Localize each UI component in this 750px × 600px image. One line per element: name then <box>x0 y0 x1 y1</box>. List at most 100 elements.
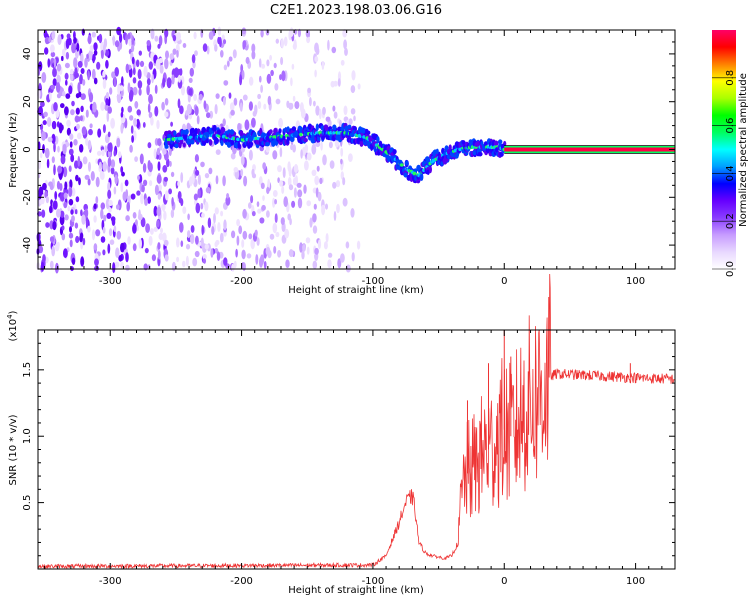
spectral-cell <box>45 222 50 228</box>
x-tick-label: -200 <box>230 276 253 287</box>
spectral-cell <box>315 141 321 147</box>
spectral-cell <box>262 162 267 170</box>
spectral-cell <box>189 67 194 77</box>
spectral-cell <box>90 171 95 181</box>
spectral-cell <box>284 228 290 239</box>
ridge-cell <box>361 127 366 134</box>
spectral-cell <box>291 200 296 208</box>
spectral-cell <box>180 172 184 183</box>
spectral-cell <box>49 205 53 214</box>
spectral-cell <box>215 93 220 99</box>
spectral-cell <box>54 191 58 200</box>
spectral-cell <box>148 162 153 173</box>
spectral-cell <box>244 119 250 131</box>
spectral-cell <box>128 91 134 102</box>
spectral-cell <box>92 101 97 113</box>
y-tick-label: -20 <box>22 189 33 205</box>
spectral-cell <box>241 249 246 260</box>
spectral-cell <box>105 198 110 210</box>
spectral-cell <box>158 184 162 192</box>
spectral-cell <box>127 105 133 113</box>
spectral-cell <box>251 50 256 60</box>
spectral-cell <box>255 254 259 265</box>
spectral-cell <box>164 254 169 262</box>
spectral-cell <box>170 171 175 178</box>
spectral-cell <box>60 103 65 109</box>
spectral-cell <box>75 93 80 99</box>
spectral-cell <box>229 102 235 111</box>
spectral-cell <box>47 58 51 68</box>
spectral-cell <box>56 208 61 218</box>
spectral-cell <box>185 255 189 267</box>
spectral-cell <box>77 82 81 93</box>
spectral-cell <box>142 122 146 128</box>
spectral-cell <box>69 141 73 148</box>
spectral-cell <box>331 46 337 54</box>
spectral-cell <box>147 103 151 114</box>
y-tick-label: 1.5 <box>22 362 33 378</box>
spectral-cell <box>170 121 174 127</box>
spectral-cell <box>51 31 56 40</box>
spectral-cell <box>87 225 91 233</box>
ridge-peak <box>179 136 183 141</box>
spectral-cell <box>60 210 65 218</box>
spectral-cell <box>75 235 80 244</box>
spectral-cell <box>47 136 53 143</box>
spectral-cell <box>327 39 330 51</box>
spectral-cell <box>49 260 54 269</box>
ridge-cell <box>307 123 313 130</box>
spectral-cell <box>185 110 189 116</box>
spectral-cell <box>71 100 75 107</box>
spectral-cell <box>87 34 92 45</box>
spectral-cell <box>297 28 301 38</box>
spectral-cell <box>250 238 255 250</box>
spectral-cell <box>50 44 55 53</box>
spectral-cell <box>170 209 175 219</box>
spectral-cell <box>153 227 158 232</box>
spectral-cell <box>59 124 64 131</box>
spectral-cell <box>301 250 305 260</box>
spectral-cell <box>208 167 213 175</box>
spectral-cell <box>36 232 41 243</box>
spectral-cell <box>88 161 91 172</box>
spectral-cell <box>89 123 93 129</box>
spectral-cell <box>337 78 341 87</box>
spectral-cell <box>297 189 303 198</box>
ridge-cell <box>167 133 172 139</box>
spectral-cell <box>76 123 80 130</box>
spectral-cell <box>250 195 254 204</box>
spectral-cell <box>342 29 348 38</box>
spectral-cell <box>309 217 313 228</box>
spectral-cell <box>139 60 145 67</box>
spectral-cell <box>274 199 277 205</box>
spectral-cell <box>325 116 331 122</box>
spectral-cell <box>233 97 238 106</box>
spectral-cell <box>323 241 328 250</box>
ridge-cell <box>435 148 439 155</box>
spectral-cell <box>162 165 168 173</box>
spectral-cell <box>105 59 109 69</box>
spectral-cell <box>334 139 340 148</box>
spectral-cell <box>243 175 248 187</box>
spectral-cell <box>56 74 61 84</box>
spectral-cell <box>177 191 182 200</box>
spectral-cell <box>93 77 98 85</box>
spectral-cell <box>146 78 151 86</box>
spectral-cell <box>311 143 317 155</box>
spectral-cell <box>98 161 102 170</box>
spectral-cell <box>317 239 322 250</box>
spectral-cell <box>87 178 91 186</box>
spectral-cell <box>42 182 47 191</box>
ridge-cell <box>184 129 189 135</box>
spectral-cell <box>69 179 73 189</box>
spectral-cell <box>54 242 60 252</box>
spectral-cell <box>327 252 333 258</box>
x-tick-label: -100 <box>362 576 385 587</box>
spectral-cell <box>157 250 161 260</box>
spectral-cell <box>315 105 320 116</box>
spectral-cell <box>62 90 66 97</box>
spectral-cell <box>156 219 160 228</box>
spectral-cell <box>56 121 60 128</box>
ridge-peak <box>188 135 193 140</box>
spectral-cell <box>144 198 148 206</box>
